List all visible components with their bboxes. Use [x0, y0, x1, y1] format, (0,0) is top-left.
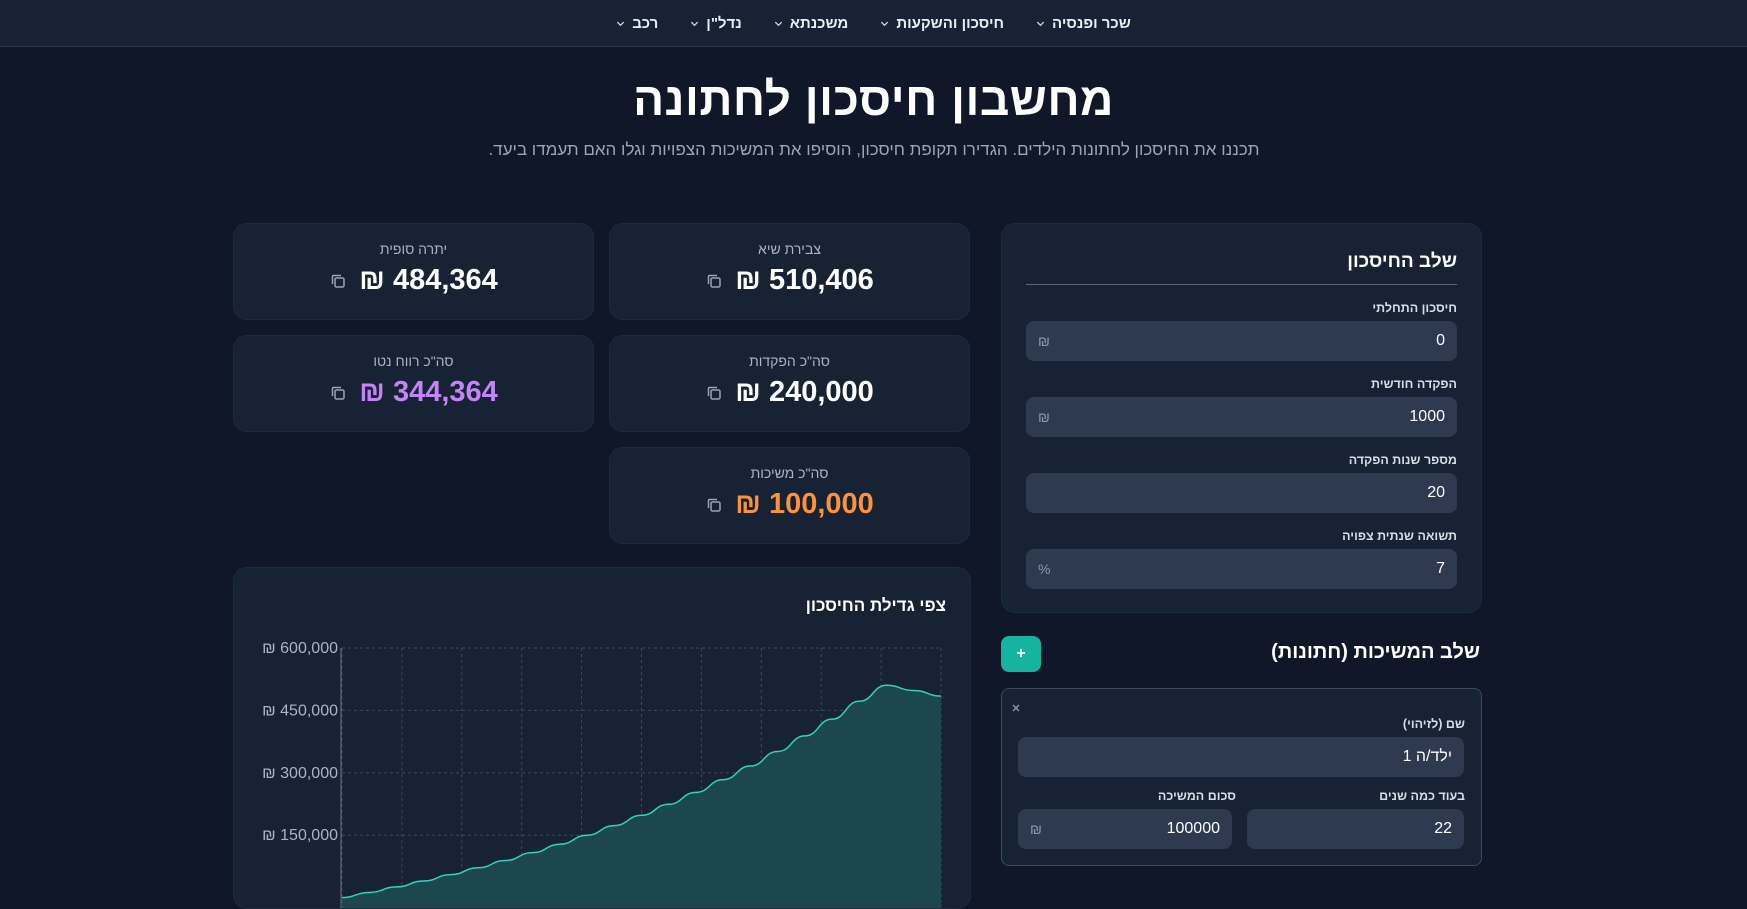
add-withdrawal-button[interactable]: + [1001, 636, 1041, 672]
copy-icon[interactable] [705, 272, 723, 290]
nav-item-car[interactable]: רכב [600, 15, 674, 32]
monthly-deposit-label: הפקדה חודשית [1371, 377, 1457, 391]
chart-title: צפי גדילת החיסכון [805, 596, 946, 615]
withdrawal-amount-input[interactable]: 100000 ₪ [1018, 809, 1232, 849]
initial-savings-label: חיסכון התחלתי [1372, 301, 1457, 315]
nav-item-label: רכב [632, 14, 659, 32]
withdrawal-amount-value: 100000 [1166, 820, 1220, 837]
y-tick-label: ₪ 450,000 [262, 702, 338, 719]
shekel-icon: ₪ [1038, 333, 1050, 349]
withdrawal-years-label: בעוד כמה שנים [1379, 789, 1465, 803]
withdrawal-years-value: 22 [1434, 820, 1452, 837]
initial-savings-value: 0 [1436, 332, 1445, 349]
stat-value-total-withdrawals: 100,000 ₪ [735, 488, 874, 520]
form-divider [1026, 284, 1457, 285]
chart-panel: צפי גדילת החיסכון ₪ 150,000 ₪ 300,000 ₪ 45… [233, 567, 971, 909]
y-tick-label: ₪ 300,000 [262, 765, 338, 782]
withdrawal-amount-label: סכום המשיכה [1157, 789, 1236, 803]
withdrawal-name-value: ילד/ה 1 [1402, 748, 1452, 765]
chevron-down-icon [690, 19, 699, 28]
stat-row: 344,364 ₪ [234, 376, 593, 409]
annual-return-input[interactable]: 7 % [1026, 549, 1457, 589]
nav-item-salary-pension[interactable]: שכר ופנסיה [1020, 15, 1147, 32]
stat-row: 484,364 ₪ [234, 264, 593, 297]
stat-row: 240,000 ₪ [610, 376, 969, 409]
copy-icon[interactable] [705, 496, 723, 514]
chevron-down-icon [880, 19, 889, 28]
stat-value-net-profit: 344,364 ₪ [359, 376, 498, 408]
page-title: מחשבון חיסכון לחתונה [633, 73, 1114, 125]
savings-line [341, 684, 942, 899]
stat-value-total-deposits: 240,000 ₪ [735, 376, 874, 408]
copy-icon[interactable] [705, 384, 723, 402]
withdrawals-heading: שלב המשיכות (חתונות) [1271, 641, 1480, 663]
copy-icon[interactable] [329, 272, 347, 290]
stat-card-total-deposits: סה"כ הפקדות 240,000 ₪ [609, 335, 970, 432]
withdrawal-name-input[interactable]: ילד/ה 1 [1018, 737, 1464, 777]
monthly-deposit-input[interactable]: 1000 ₪ [1026, 397, 1457, 437]
stat-card-net-profit: סה"כ רווח נטו 344,364 ₪ [233, 335, 594, 432]
chevron-down-icon [774, 19, 783, 28]
stat-card-total-withdrawals: סה"כ משיכות 100,000 ₪ [609, 447, 970, 544]
initial-savings-input[interactable]: 0 ₪ [1026, 321, 1457, 361]
savings-form-panel: שלב החיסכון חיסכון התחלתי 0 ₪ הפקדה חודש… [1001, 223, 1482, 613]
stat-label: סה"כ רווח נטו [373, 353, 454, 369]
withdrawal-card: שם (לזיהוי) ילד/ה 1 בעוד כמה שנים 22 סכו… [1001, 688, 1482, 866]
savings-area [342, 685, 941, 908]
nav-item-savings-investments[interactable]: חיסכון והשקעות [864, 15, 1020, 32]
withdrawal-years-input[interactable]: 22 [1247, 809, 1464, 849]
shekel-icon: ₪ [1030, 821, 1042, 837]
percent-icon: % [1038, 561, 1051, 577]
nav-item-real-estate[interactable]: נדל"ן [674, 15, 757, 32]
annual-return-value: 7 [1436, 560, 1445, 577]
stat-value-peak-accumulation: 510,406 ₪ [735, 264, 874, 296]
page-subtitle: תכננו את החיסכון לחתונות הילדים. הגדירו … [488, 140, 1260, 159]
y-tick-label: ₪ 150,000 [262, 827, 338, 844]
nav-item-label: חיסכון והשקעות [896, 14, 1005, 32]
chevron-down-icon [616, 19, 625, 28]
stat-label: צבירת שיא [758, 241, 821, 257]
stat-label: יתרה סופית [379, 241, 448, 257]
stat-label: סה"כ משיכות [750, 465, 829, 481]
nav-item-label: שכר ופנסיה [1052, 14, 1131, 32]
shekel-icon: ₪ [1038, 409, 1050, 425]
stat-card-final-balance: יתרה סופית 484,364 ₪ [233, 223, 594, 320]
chevron-down-icon [1036, 19, 1045, 28]
stat-value-final-balance: 484,364 ₪ [359, 264, 498, 296]
withdrawal-name-label: שם (לזיהוי) [1402, 717, 1465, 731]
stat-row: 100,000 ₪ [610, 488, 969, 521]
form-heading: שלב החיסכון [1347, 251, 1457, 272]
top-nav: שכר ופנסיה חיסכון והשקעות משכנתא נדל"ן ר… [0, 0, 1747, 47]
deposit-years-value: 20 [1427, 484, 1445, 501]
nav-menu: שכר ופנסיה חיסכון והשקעות משכנתא נדל"ן ר… [600, 15, 1147, 32]
copy-icon[interactable] [329, 384, 347, 402]
stat-row: 510,406 ₪ [610, 264, 969, 297]
deposit-years-input[interactable]: 20 [1026, 473, 1457, 513]
stat-label: סה"כ הפקדות [749, 353, 830, 369]
growth-chart: ₪ 150,000 ₪ 300,000 ₪ 450,000 ₪ 600,000 [262, 640, 942, 908]
nav-item-label: משכנתא [789, 14, 849, 32]
monthly-deposit-value: 1000 [1409, 408, 1445, 425]
annual-return-label: תשואה שנתית צפויה [1342, 529, 1457, 543]
close-icon[interactable] [1011, 703, 1021, 713]
stat-card-peak-accumulation: צבירת שיא 510,406 ₪ [609, 223, 970, 320]
y-tick-label: ₪ 600,000 [262, 640, 338, 657]
nav-item-mortgage[interactable]: משכנתא [758, 15, 865, 32]
deposit-years-label: מספר שנות הפקדה [1348, 453, 1457, 467]
nav-item-label: נדל"ן [706, 14, 742, 32]
